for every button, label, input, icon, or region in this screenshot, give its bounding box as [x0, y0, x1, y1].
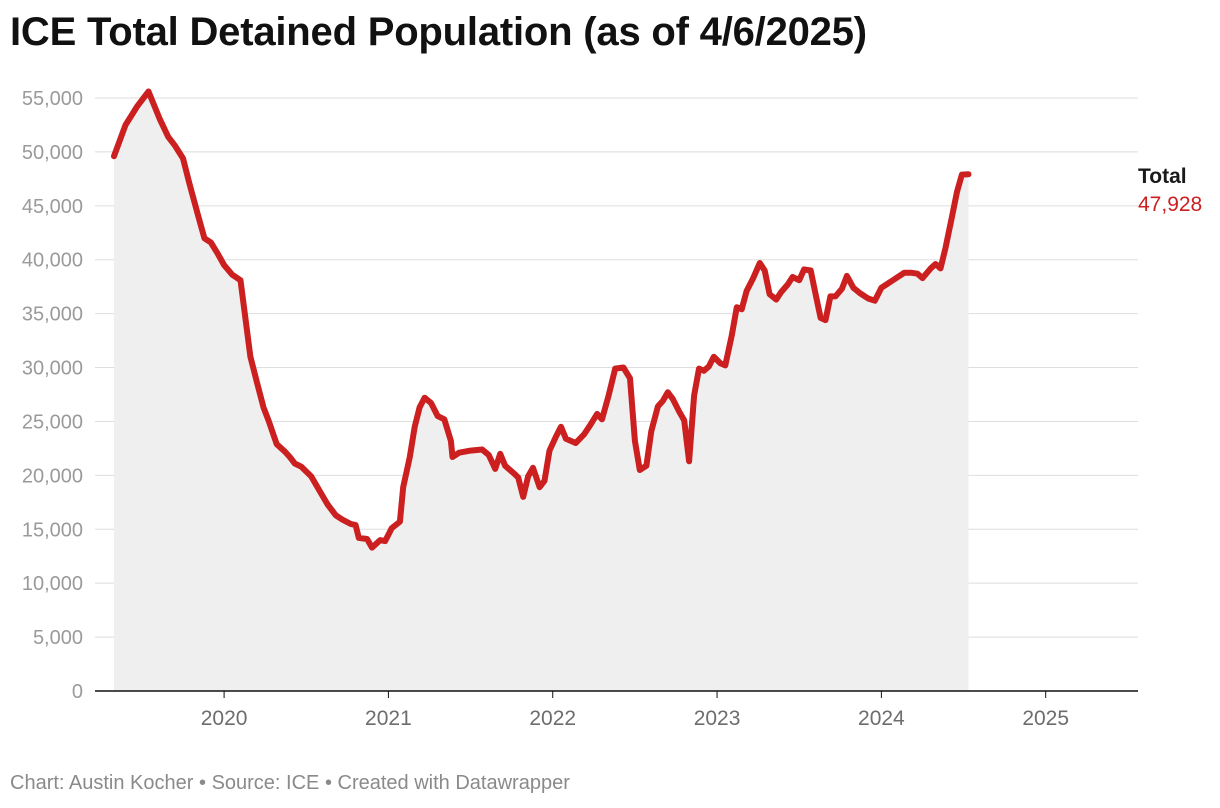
x-tick-label: 2020 [201, 707, 248, 730]
y-tick-label: 45,000 [22, 196, 83, 218]
chart-footer: Chart: Austin Kocher • Source: ICE • Cre… [10, 772, 570, 795]
x-tick-label: 2024 [858, 707, 905, 730]
y-tick-label: 30,000 [22, 358, 83, 380]
y-tick-label: 50,000 [22, 142, 83, 164]
footer-credit: Chart: Austin Kocher [10, 772, 194, 794]
y-tick-label: 55,000 [22, 88, 83, 110]
footer-tool: Created with Datawrapper [337, 772, 570, 794]
x-tick-label: 2023 [694, 707, 741, 730]
chart-title: ICE Total Detained Population (as of 4/6… [10, 10, 867, 54]
footer-separator: • [199, 772, 212, 794]
x-tick-label: 2021 [365, 707, 412, 730]
y-tick-label: 40,000 [22, 250, 83, 272]
footer-separator: • [324, 772, 338, 794]
y-tick-label: 20,000 [22, 465, 83, 487]
y-axis-ticks: 0 5,000 10,000 15,000 20,000 25,000 30,000 35,0… [22, 88, 83, 703]
y-tick-label: 0 [72, 681, 83, 703]
x-tick-label: 2025 [1022, 707, 1069, 730]
x-tick-label: 2022 [529, 707, 576, 730]
series-end-value: 47,928 [1138, 193, 1202, 216]
y-tick-label: 15,000 [22, 519, 83, 541]
end-labels: Total 47,928 [1138, 165, 1202, 216]
x-axis-ticks: 2020 2021 2022 2023 2024 2025 [201, 691, 1069, 730]
footer-source: Source: ICE [211, 772, 320, 794]
series-label-total: Total [1138, 165, 1187, 188]
y-tick-label: 35,000 [22, 304, 83, 326]
area-fill [114, 91, 969, 691]
y-tick-label: 25,000 [22, 411, 83, 433]
series-line-total [111, 88, 972, 551]
y-tick-label: 10,000 [22, 573, 83, 595]
y-tick-label: 5,000 [33, 627, 83, 649]
